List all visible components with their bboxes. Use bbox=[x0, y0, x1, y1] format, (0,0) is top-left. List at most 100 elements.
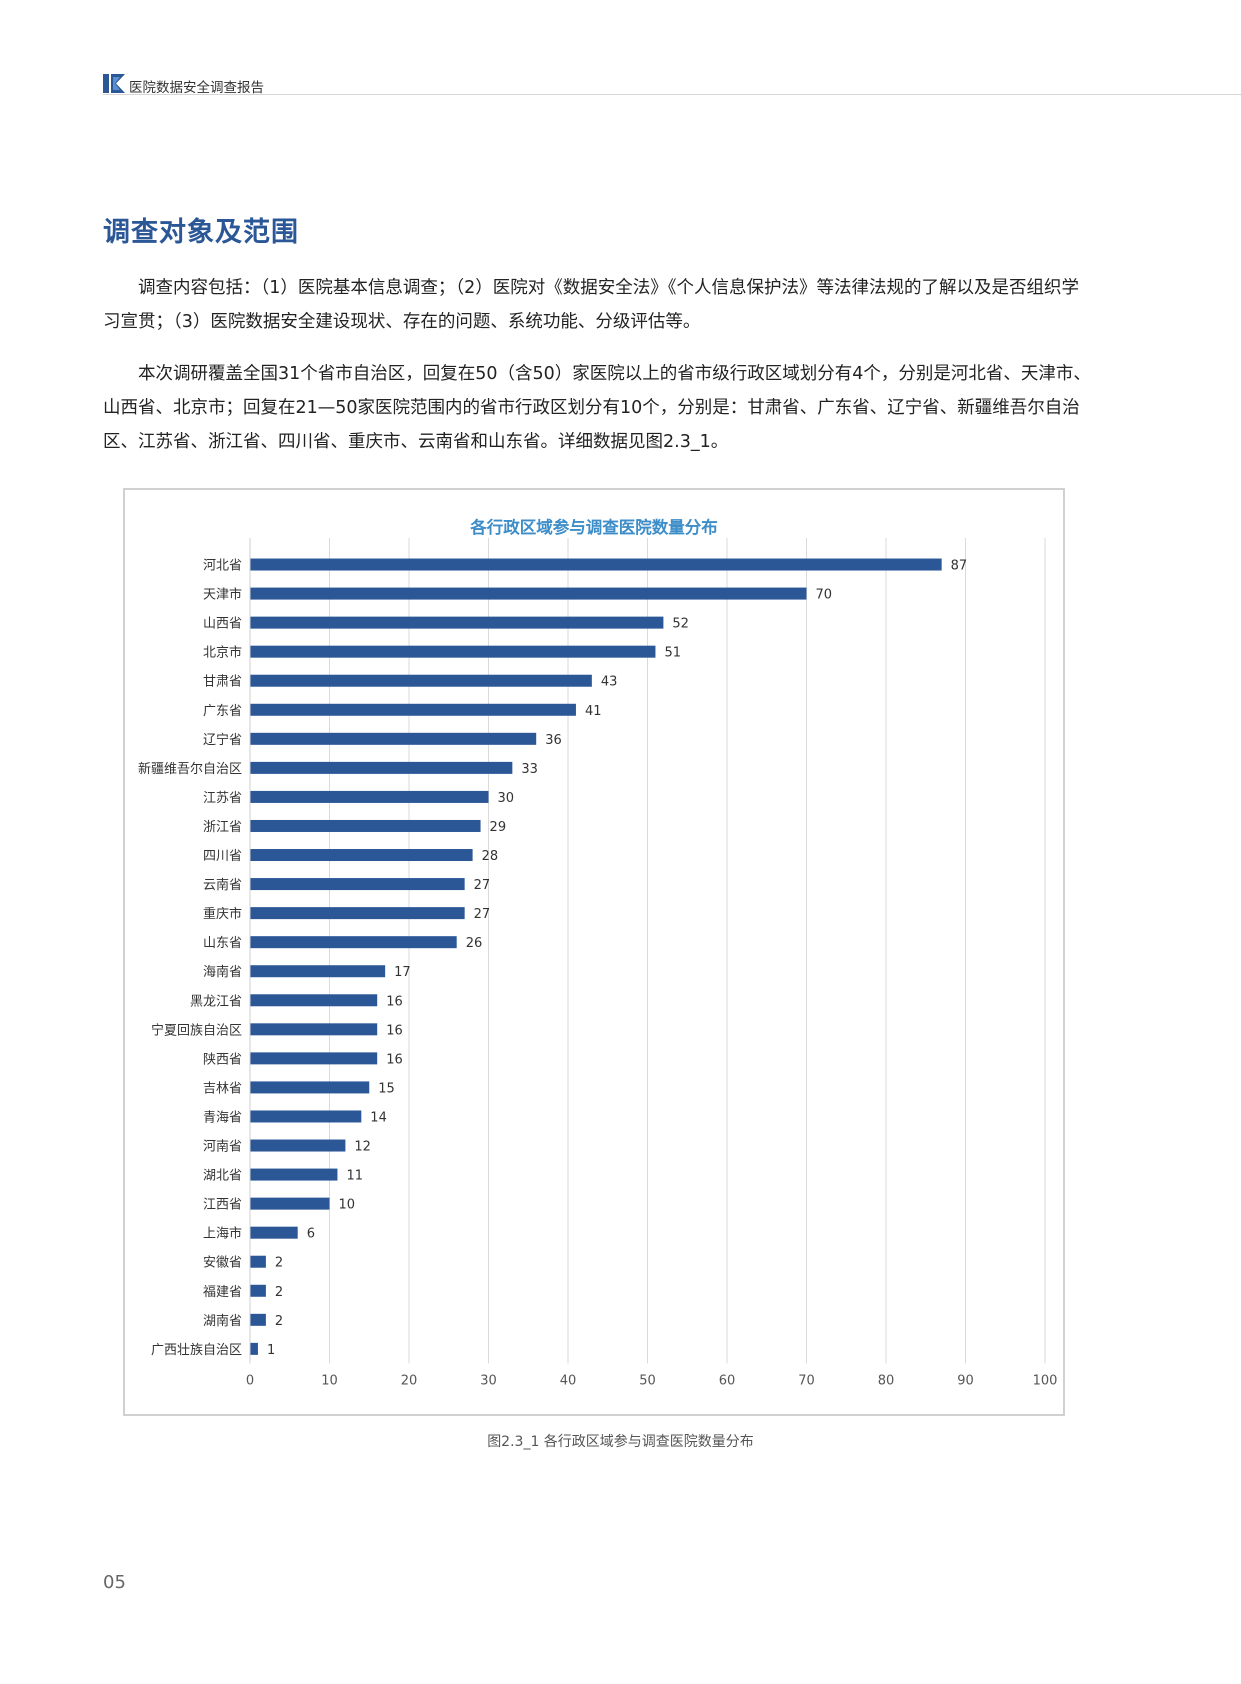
x-tick-label: 20 bbox=[401, 1373, 418, 1388]
x-tick-label: 50 bbox=[639, 1373, 656, 1388]
bar bbox=[250, 558, 942, 571]
bar bbox=[250, 703, 576, 716]
category-label: 青海省 bbox=[203, 1110, 242, 1125]
data-label: 30 bbox=[498, 791, 515, 806]
x-tick-label: 70 bbox=[798, 1373, 815, 1388]
bar bbox=[250, 616, 664, 629]
data-label: 52 bbox=[672, 617, 689, 632]
category-label: 重庆市 bbox=[203, 906, 242, 922]
category-label: 浙江省 bbox=[203, 820, 242, 835]
category-label: 宁夏回族自治区 bbox=[151, 1022, 242, 1038]
category-label: 云南省 bbox=[203, 877, 242, 893]
category-label: 北京市 bbox=[203, 645, 242, 661]
x-tick-label: 40 bbox=[560, 1373, 577, 1388]
bar bbox=[250, 878, 465, 891]
data-label: 28 bbox=[482, 849, 499, 864]
data-label: 87 bbox=[951, 559, 968, 574]
data-label: 14 bbox=[370, 1110, 387, 1125]
x-tick-label: 0 bbox=[246, 1373, 254, 1388]
data-label: 15 bbox=[378, 1081, 395, 1096]
category-label: 海南省 bbox=[203, 964, 242, 980]
category-label: 山东省 bbox=[203, 936, 242, 951]
bar bbox=[250, 761, 513, 774]
bar bbox=[250, 1342, 258, 1355]
chart-title: 各行政区域参与调查医院数量分布 bbox=[470, 518, 718, 537]
category-label: 吉林省 bbox=[203, 1081, 242, 1096]
bar bbox=[250, 819, 481, 832]
bar bbox=[250, 907, 465, 920]
bar-chart: 0 10 20 30 40 50 60 70 80 90 100 河北省 87 天津市 70 山西省 52 北京市… bbox=[138, 538, 1058, 1388]
category-label: 陕西省 bbox=[203, 1052, 242, 1067]
category-label: 河北省 bbox=[203, 559, 242, 574]
data-label: 51 bbox=[664, 646, 681, 661]
bar bbox=[250, 965, 386, 978]
bar bbox=[250, 1197, 330, 1210]
x-tick-label: 100 bbox=[1033, 1373, 1058, 1388]
bar bbox=[250, 994, 378, 1007]
data-label: 16 bbox=[386, 1023, 403, 1038]
report-logo-icon bbox=[103, 74, 125, 93]
category-label: 黑龙江省 bbox=[190, 994, 242, 1009]
data-label: 70 bbox=[816, 588, 833, 603]
category-label: 上海市 bbox=[203, 1226, 242, 1242]
header-title: 医院数据安全调查报告 bbox=[129, 80, 264, 96]
x-tick-label: 30 bbox=[480, 1373, 497, 1388]
data-label: 43 bbox=[601, 675, 618, 690]
data-label: 16 bbox=[386, 994, 403, 1009]
category-label: 安徽省 bbox=[203, 1256, 242, 1271]
category-label: 新疆维吾尔自治区 bbox=[138, 761, 242, 777]
data-label: 29 bbox=[490, 820, 507, 835]
data-label: 16 bbox=[386, 1052, 403, 1067]
x-tick-label: 10 bbox=[321, 1373, 338, 1388]
x-tick-label: 80 bbox=[878, 1373, 895, 1388]
chart-container: 各行政区域参与调查医院数量分布 0 10 20 30 40 50 60 70 80 90 100 河北… bbox=[123, 488, 1065, 1416]
category-label: 江西省 bbox=[203, 1198, 242, 1213]
bar bbox=[250, 645, 656, 658]
paragraph-survey-coverage: 本次调研覆盖全国31个省市自治区，回复在50（含50）家医院以上的省市级行政区域… bbox=[103, 364, 1091, 452]
data-label: 41 bbox=[585, 704, 602, 719]
category-label: 广东省 bbox=[203, 704, 242, 719]
figure-caption: 图2.3_1 各行政区域参与调查医院数量分布 bbox=[487, 1434, 754, 1450]
data-label: 12 bbox=[354, 1140, 371, 1155]
data-label: 11 bbox=[346, 1169, 363, 1184]
data-label: 27 bbox=[474, 878, 491, 893]
bar bbox=[250, 849, 473, 862]
data-label: 33 bbox=[521, 762, 538, 777]
bar bbox=[250, 1023, 378, 1036]
data-label: 1 bbox=[267, 1343, 275, 1358]
bar bbox=[250, 790, 489, 803]
category-label: 江苏省 bbox=[203, 790, 242, 806]
data-label: 10 bbox=[339, 1198, 356, 1213]
bar bbox=[250, 1226, 298, 1239]
data-label: 17 bbox=[394, 965, 411, 980]
bar bbox=[250, 674, 592, 687]
data-label: 2 bbox=[275, 1314, 283, 1329]
category-label: 甘肃省 bbox=[203, 675, 242, 690]
bar bbox=[250, 936, 457, 949]
header-divider bbox=[103, 94, 1241, 95]
category-label: 山西省 bbox=[203, 617, 242, 632]
data-label: 2 bbox=[275, 1285, 283, 1300]
bar bbox=[250, 1313, 266, 1326]
category-label: 广西壮族自治区 bbox=[151, 1342, 242, 1358]
paragraph-survey-content: 调查内容包括：（1）医院基本信息调查；（2）医院对《数据安全法》《个人信息保护法… bbox=[103, 278, 1080, 332]
bar bbox=[250, 587, 807, 600]
page-number: 05 bbox=[103, 1572, 126, 1593]
category-label: 天津市 bbox=[203, 587, 242, 603]
data-label: 6 bbox=[307, 1227, 315, 1242]
page-header: 医院数据安全调查报告 bbox=[103, 73, 1241, 96]
bar bbox=[250, 1255, 266, 1268]
category-label: 湖南省 bbox=[203, 1313, 242, 1329]
category-label: 湖北省 bbox=[203, 1169, 242, 1184]
bar bbox=[250, 1110, 362, 1123]
category-label: 四川省 bbox=[203, 849, 242, 864]
x-tick-label: 60 bbox=[719, 1373, 736, 1388]
category-label: 河南省 bbox=[203, 1139, 242, 1155]
section-title: 调查对象及范围 bbox=[103, 217, 299, 248]
data-label: 2 bbox=[275, 1256, 283, 1271]
bar bbox=[250, 1168, 338, 1181]
data-label: 36 bbox=[545, 733, 562, 748]
category-label: 辽宁省 bbox=[203, 732, 242, 748]
bar bbox=[250, 1052, 378, 1065]
bar bbox=[250, 732, 537, 745]
